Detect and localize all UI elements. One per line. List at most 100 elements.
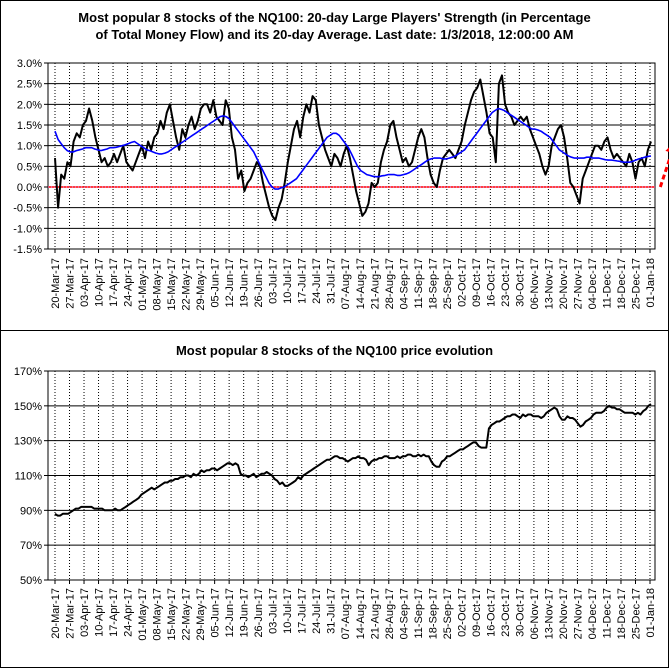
chart1-ytick-label: 3.0% (17, 58, 42, 70)
chart2-xtick-label: 27-Nov-17 (572, 588, 584, 639)
chart1-xtick-label: 10-Jul-17 (282, 258, 294, 304)
chart1-annotation-arrowhead (665, 147, 669, 152)
chart2-ytick-label: 110% (15, 471, 43, 483)
chart1-xtick-label: 11-Sep-17 (413, 258, 425, 309)
chart1-xtick-label: 20-Nov-17 (558, 258, 570, 309)
chart2-xtick-label: 03-Jul-17 (268, 588, 280, 634)
chart2-xtick-label: 05-Jun-17 (210, 588, 222, 638)
chart1-xtick-label: 25-Dec-17 (630, 258, 642, 309)
chart1-xtick-label: 26-Jun-17 (253, 258, 265, 308)
chart2-xtick-label: 18-Dec-17 (616, 588, 628, 639)
chart1-xtick-label: 10-Apr-17 (94, 258, 106, 307)
chart1-xtick-label: 01-May-17 (137, 258, 149, 311)
chart2-ytick-label: 170% (14, 366, 42, 378)
chart1-xtick-label: 14-Aug-17 (355, 258, 367, 309)
chart2-xtick-label: 13-Nov-17 (543, 588, 555, 639)
chart1-xtick-label: 11-Dec-17 (601, 258, 613, 309)
chart1-xtick-label: 06-Nov-17 (529, 258, 541, 309)
chart2-xtick-label: 15-May-17 (166, 588, 178, 641)
chart2-xtick-label: 09-Oct-17 (471, 588, 483, 637)
chart2-xtick-label: 20-Nov-17 (558, 588, 570, 639)
chart1-xtick-label: 17-Apr-17 (108, 258, 120, 307)
chart1-group: -1.5% -1.0% -0.5% 0.0% 0.5% 1.0% 1.5% 2.0% 2.5% 3… (13, 58, 669, 311)
chart1-xtick-label: 21-Aug-17 (369, 258, 381, 309)
chart2-xtick-label: 24-Jul-17 (311, 588, 323, 634)
chart1-series-1-line (54, 107, 652, 190)
chart1-xtick-label: 30-Oct-17 (514, 258, 526, 307)
chart2-xtick-label: 06-Nov-17 (529, 588, 541, 639)
chart1-xtick-label: 07-Aug-17 (340, 258, 352, 309)
chart1-title: Most popular 8 stocks of the NQ100: 20-d… (0, 9, 669, 43)
chart2-xtick-label: 11-Sep-17 (413, 588, 425, 639)
chart1-xtick-label: 20-Mar-17 (50, 258, 62, 309)
chart2-xtick-label: 03-Apr-17 (79, 588, 91, 637)
chart2-xtick-label: 22-May-17 (181, 588, 193, 641)
chart1-annotation-arrow (658, 156, 669, 188)
chart2-xtick-label: 27-Mar-17 (65, 588, 77, 639)
chart2-xtick-label: 17-Jul-17 (297, 588, 309, 634)
chart1-xtick-label: 13-Nov-17 (543, 258, 555, 309)
chart1-xtick-label: 18-Dec-17 (616, 258, 628, 309)
chart2-xtick-label: 30-Oct-17 (514, 588, 526, 637)
chart1-ytick-label: -1.0% (13, 223, 42, 235)
chart1-xtick-label: 31-Jul-17 (326, 258, 338, 304)
chart2-xtick-label: 01-Jan-18 (645, 588, 657, 638)
chart1-xtick-label: 03-Apr-17 (79, 258, 91, 307)
chart2-xtick-label: 08-May-17 (152, 588, 164, 641)
chart1-xtick-label: 03-Jul-17 (268, 258, 280, 304)
chart2-ytick-label: 50% (20, 575, 42, 587)
chart2-xtick-label: 18-Sep-17 (427, 588, 439, 639)
chart2-xtick-label: 04-Dec-17 (587, 588, 599, 639)
chart2-ytick-label: 130% (14, 436, 42, 448)
chart1-ytick-label: -1.5% (13, 244, 42, 256)
chart1-ytick-label: 1.5% (17, 120, 42, 132)
chart1-xtick-label: 25-Sep-17 (442, 258, 454, 309)
chart1-xtick-label: 12-Jun-17 (224, 258, 236, 308)
chart2-xtick-label: 01-May-17 (137, 588, 149, 641)
chart1-ytick-label: 0.5% (17, 161, 42, 173)
chart2-xtick-label: 23-Oct-17 (500, 588, 512, 637)
chart1-xtick-label: 05-Jun-17 (210, 258, 222, 308)
chart2-xtick-label: 25-Dec-17 (630, 588, 642, 639)
chart1-xtick-label: 28-Aug-17 (384, 258, 396, 309)
chart1-xtick-label: 04-Dec-17 (587, 258, 599, 309)
chart1-xtick-label: 22-May-17 (181, 258, 193, 311)
chart1-ytick-label: 1.0% (17, 141, 42, 153)
chart1-xtick-label: 27-Nov-17 (572, 258, 584, 309)
chart1-xtick-label: 19-Jun-17 (239, 258, 251, 308)
chart1-xtick-label: 09-Oct-17 (471, 258, 483, 307)
chart1-ytick-label: -0.5% (13, 203, 42, 215)
chart1-xtick-label: 24-Jul-17 (311, 258, 323, 304)
chart1-title-line1: Most popular 8 stocks of the NQ100: 20-d… (78, 10, 591, 25)
chart2-xtick-label: 07-Aug-17 (340, 588, 352, 639)
chart1-xtick-label: 01-Jan-18 (645, 258, 657, 308)
chart1-xtick-label: 04-Sep-17 (398, 258, 410, 309)
chart2-xtick-label: 10-Apr-17 (94, 588, 106, 637)
chart2-xtick-label: 31-Jul-17 (326, 588, 338, 634)
chart2-ytick-label: 90% (20, 505, 42, 517)
chart1-title-line2: of Total Money Flow) and its 20-day Aver… (95, 27, 574, 42)
chart1-xtick-label: 16-Oct-17 (485, 258, 497, 307)
chart2-title: Most popular 8 stocks of the NQ100 price… (175, 343, 494, 358)
chart2-xtick-label: 26-Jun-17 (253, 588, 265, 638)
chart2-xtick-label: 24-Apr-17 (123, 588, 135, 637)
chart2-xtick-label: 17-Apr-17 (108, 588, 120, 637)
chart2-xtick-label: 11-Dec-17 (601, 588, 613, 639)
chart2-xtick-label: 25-Sep-17 (442, 588, 454, 639)
chart1-ytick-label: 0.0% (17, 182, 42, 194)
chart1-xtick-label: 18-Sep-17 (427, 258, 439, 309)
chart1-ytick-label: 2.0% (17, 99, 42, 111)
chart2-xtick-label: 20-Mar-17 (50, 588, 62, 639)
chart2-group: 50% 70% 90% 110% 130% 150% 170% 20-Mar-17 27-Mar… (14, 366, 657, 641)
chart2-xtick-label: 16-Oct-17 (485, 588, 497, 637)
chart2-xtick-label: 02-Oct-17 (456, 588, 468, 637)
chart2-xtick-label: 14-Aug-17 (355, 588, 367, 639)
chart1-xtick-label: 29-May-17 (195, 258, 207, 311)
chart2-plot-border (47, 370, 656, 581)
chart1-ytick-label: 2.5% (17, 79, 42, 91)
chart1-xtick-label: 15-May-17 (166, 258, 178, 311)
chart1-xtick-label: 08-May-17 (152, 258, 164, 311)
chart1-plot-border (47, 62, 656, 250)
chart1-xtick-label: 17-Jul-17 (297, 258, 309, 304)
